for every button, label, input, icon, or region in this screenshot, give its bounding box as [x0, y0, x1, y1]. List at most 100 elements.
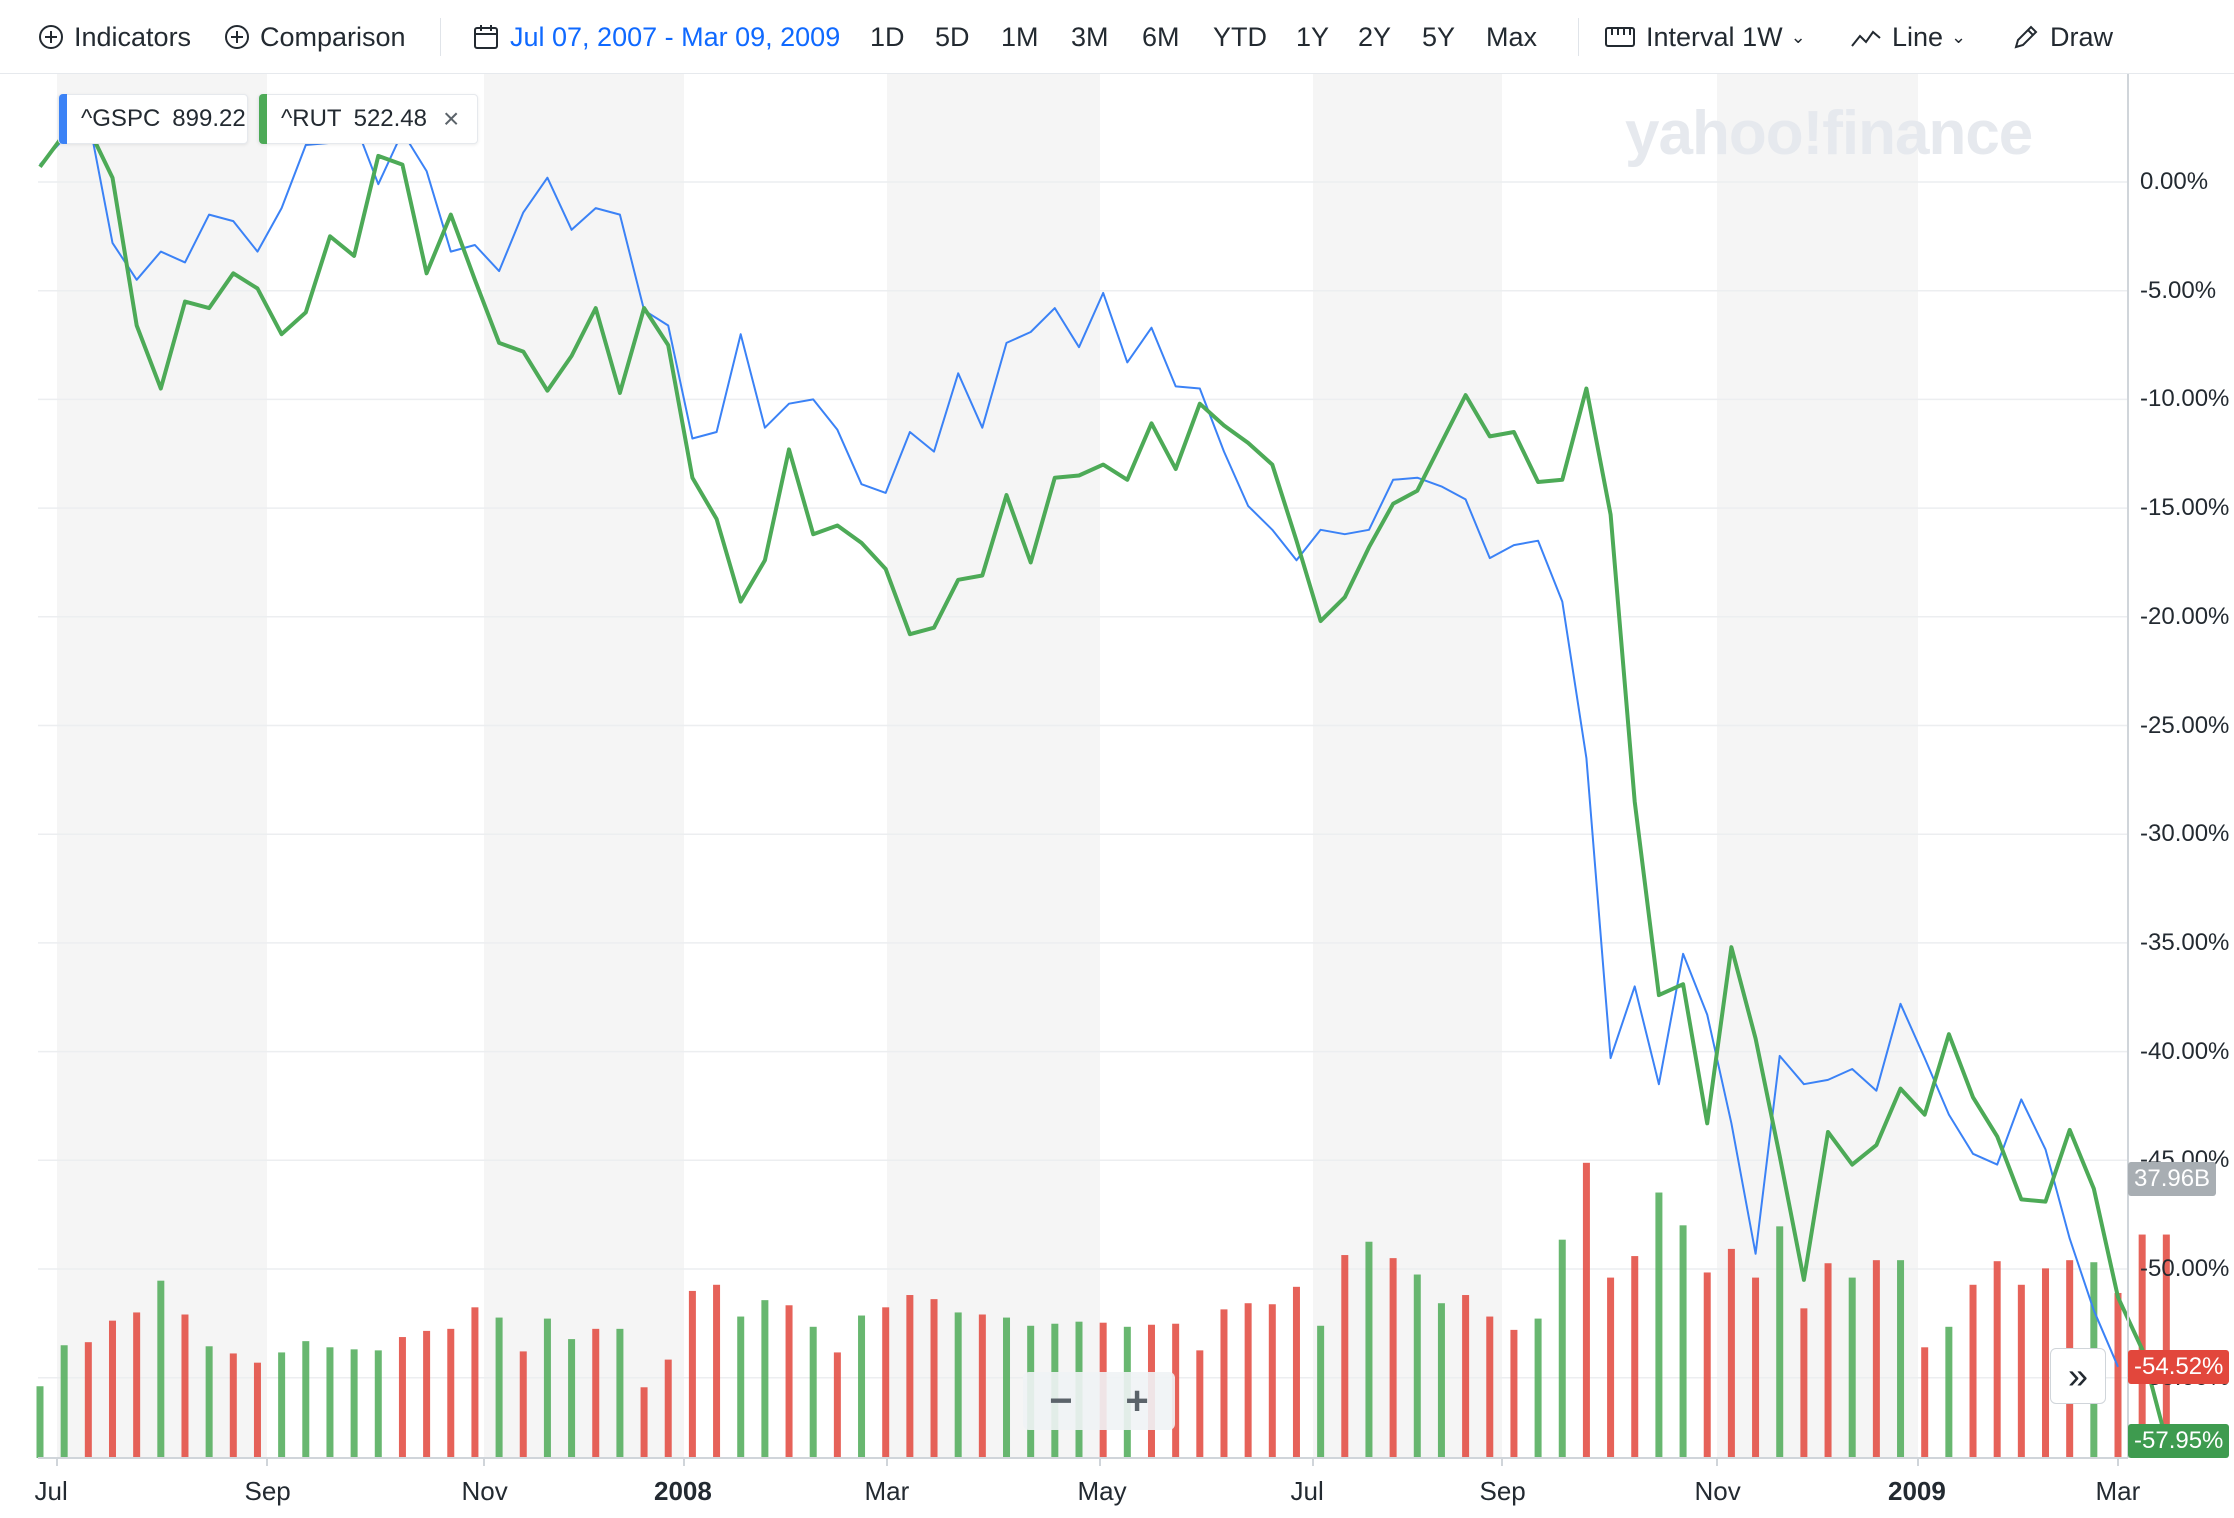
volume-bar	[1776, 1226, 1784, 1458]
range-2y[interactable]: 2Y	[1358, 21, 1392, 52]
y-tick-label: -15.00%	[2140, 494, 2230, 522]
volume-bar	[1800, 1308, 1808, 1458]
volume-bar	[60, 1345, 68, 1458]
volume-bar	[278, 1352, 286, 1458]
volume-bar	[1003, 1317, 1011, 1458]
volume-bar	[423, 1330, 431, 1458]
date-range-button[interactable]: Jul 07, 2007 - Mar 09, 2009	[472, 0, 840, 74]
indicators-button[interactable]: Indicators	[38, 0, 191, 74]
volume-bar	[1969, 1284, 1977, 1458]
volume-bar	[1872, 1260, 1880, 1458]
month-bands	[57, 74, 1918, 1458]
draw-button[interactable]: Draw	[2012, 0, 2113, 74]
volume-bar	[809, 1326, 817, 1458]
range-1d[interactable]: 1D	[870, 21, 905, 52]
comparison-label: Comparison	[260, 21, 406, 52]
legend-rut[interactable]: ^RUT 522.48 ×	[258, 94, 478, 144]
volume-bar	[1196, 1350, 1204, 1458]
range-5y[interactable]: 5Y	[1422, 21, 1456, 52]
range-1y[interactable]: 1Y	[1296, 21, 1330, 52]
volume-bar	[1292, 1286, 1300, 1458]
volume-bar	[882, 1307, 890, 1458]
volume-bar	[713, 1284, 721, 1458]
plus-circle-icon	[225, 25, 249, 49]
volume-bar	[447, 1328, 455, 1458]
comparison-chart[interactable]	[0, 74, 2234, 1518]
volume-bar	[1558, 1239, 1566, 1458]
interval-value: 1W	[1742, 21, 1783, 52]
x-tick-label: Sep	[1479, 1476, 1526, 1506]
toolbar-divider	[440, 18, 441, 56]
volume-bar	[833, 1352, 841, 1458]
volume-bar	[1897, 1260, 1905, 1458]
y-tick-label: -10.00%	[2140, 385, 2230, 413]
legend-gspc[interactable]: ^GSPC 899.22	[58, 94, 248, 144]
range-5d[interactable]: 5D	[935, 21, 970, 52]
zoom-out-button[interactable]: −	[1049, 1378, 1073, 1423]
volume-bar	[1921, 1347, 1929, 1458]
volume-bar	[374, 1350, 382, 1458]
month-band	[484, 74, 684, 1458]
volume-bar	[1341, 1255, 1349, 1458]
chart-toolbar: Indicators Comparison Jul 07, 2007 - Mar…	[0, 0, 2234, 74]
chevron-down-icon: ⌄	[1790, 26, 1806, 47]
legend-value: 899.22	[172, 105, 246, 132]
volume-bar	[688, 1290, 696, 1458]
close-icon[interactable]: ×	[443, 103, 460, 134]
comparison-button[interactable]: Comparison	[224, 0, 406, 74]
interval-label: Interval	[1646, 21, 1735, 52]
pencil-icon	[2014, 25, 2038, 49]
legend-symbol: ^GSPC	[81, 105, 161, 132]
volume-bar	[1365, 1241, 1373, 1458]
x-tick-label: Mar	[2095, 1476, 2141, 1506]
interval-dropdown[interactable]: Interval 1W ⌄	[1604, 0, 1806, 74]
volume-bar	[906, 1295, 914, 1458]
volume-bar	[1413, 1274, 1421, 1458]
volume-bar	[568, 1339, 576, 1458]
volume-bar	[1172, 1323, 1180, 1458]
yahoo-finance-logo: yahoo!finance	[1625, 99, 2033, 168]
volume-bar	[1993, 1261, 2001, 1458]
range-ytd[interactable]: YTD	[1213, 21, 1267, 52]
volume-bar	[229, 1353, 237, 1458]
volume-bar	[1244, 1303, 1252, 1458]
range-3m[interactable]: 3M	[1071, 21, 1109, 52]
volume-bar	[471, 1307, 479, 1458]
volume-bar	[1486, 1316, 1494, 1458]
volume-bar	[1945, 1326, 1953, 1458]
y-tick-label: -40.00%	[2140, 1037, 2230, 1065]
volume-bar	[1752, 1277, 1760, 1458]
range-1m[interactable]: 1M	[1001, 21, 1039, 52]
x-tick-label: Nov	[461, 1476, 508, 1506]
month-band	[887, 74, 1100, 1458]
volume-bar	[592, 1328, 600, 1458]
y-tick-label: -5.00%	[2140, 276, 2217, 304]
date-range-label: Jul 07, 2007 - Mar 09, 2009	[510, 21, 841, 52]
volume-bar	[253, 1362, 261, 1458]
volume-bar	[954, 1312, 962, 1458]
x-tick-label: 2009	[1888, 1476, 1946, 1506]
volume-bar	[1655, 1192, 1663, 1458]
expand-button[interactable]: »	[2050, 1348, 2106, 1404]
y-tick-label: -20.00%	[2140, 602, 2230, 630]
range-6m[interactable]: 6M	[1142, 21, 1180, 52]
volume-bar	[640, 1387, 648, 1458]
volume-bar	[930, 1299, 938, 1458]
chart-type-dropdown[interactable]: Line ⌄	[1850, 0, 1966, 74]
y-tick-label: -25.00%	[2140, 711, 2230, 739]
y-tick-label: 0.00%	[2140, 168, 2209, 195]
x-tick-label: 2008	[654, 1476, 712, 1506]
volume-bar	[616, 1328, 624, 1458]
rut-last-flag: -57.95%	[2128, 1424, 2230, 1458]
draw-label: Draw	[2050, 21, 2114, 52]
volume-bar	[1510, 1329, 1518, 1458]
volume-bar	[398, 1337, 406, 1458]
zoom-in-button[interactable]: +	[1125, 1378, 1149, 1423]
volume-bar	[1268, 1304, 1276, 1458]
x-tick-label: Jul	[34, 1476, 68, 1506]
volume-bar	[858, 1315, 866, 1458]
volume-bar	[737, 1316, 745, 1458]
zoom-controls: − +	[1023, 1372, 1175, 1430]
range-max[interactable]: Max	[1486, 21, 1538, 52]
series-lines	[38, 115, 2169, 1442]
